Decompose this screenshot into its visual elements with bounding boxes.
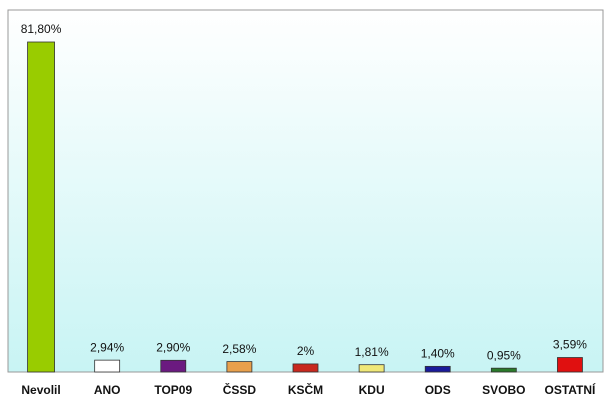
bar [226,361,253,373]
category-label: KDU [359,383,385,397]
category-label: ANO [94,383,121,397]
value-label: 2,90% [156,340,190,354]
category-label: ČSSD [223,382,257,397]
bar [160,359,187,373]
value-label: 2,94% [90,340,124,354]
plot-area [7,9,604,373]
value-label: 81,80% [21,22,62,36]
bar [94,359,121,373]
value-label: 2% [297,344,315,358]
bar [358,364,385,373]
value-label: 3,59% [553,338,587,352]
category-label: SVOBO [482,383,525,397]
bar [490,367,517,373]
bar [27,41,55,373]
category-label: Nevolil [21,383,60,397]
value-label: 0,95% [487,348,521,362]
bar [292,363,319,373]
category-label: ODS [425,383,451,397]
value-label: 1,40% [421,347,455,361]
value-label: 2,58% [222,342,256,356]
category-label: TOP09 [154,383,192,397]
bar [424,365,451,373]
category-label: OSTATNÍ [544,382,596,397]
category-label: KSČM [288,382,323,397]
bar [557,357,583,373]
value-label: 1,81% [355,345,389,359]
